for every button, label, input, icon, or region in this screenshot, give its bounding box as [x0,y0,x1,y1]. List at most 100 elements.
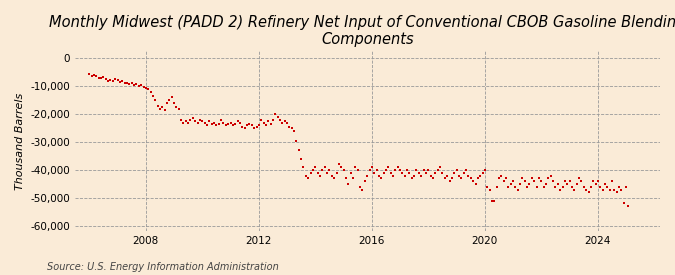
Point [373,173,384,178]
Point [310,165,321,169]
Point [432,168,443,172]
Point [416,173,427,178]
Point [472,176,483,181]
Point [555,187,566,192]
Point [259,120,269,125]
Point [404,170,415,175]
Point [501,176,512,181]
Point [176,117,186,122]
Point [552,182,563,186]
Point [329,176,340,181]
Point [246,123,257,128]
Point [369,170,379,175]
Point [340,176,351,181]
Point [147,94,158,98]
Point [550,185,561,189]
Point [213,122,224,126]
Point [138,85,149,89]
Point [352,168,363,172]
Point [265,122,276,126]
Point [599,182,610,186]
Point [225,120,236,125]
Point [435,165,446,169]
Point [261,123,271,128]
Point [275,117,286,122]
Point [134,84,144,89]
Point [387,173,398,178]
Point [529,179,540,183]
Point [402,168,412,172]
Point [621,185,632,189]
Point [470,182,481,186]
Point [376,176,387,181]
Point [114,80,125,84]
Point [602,185,613,189]
Point [190,119,200,123]
Point [142,87,153,91]
Point [395,168,406,172]
Point [580,187,591,192]
Point [140,86,151,90]
Point [590,182,601,186]
Point [101,77,111,81]
Point [477,170,488,175]
Point [406,176,417,181]
Point [169,101,180,105]
Point [324,168,335,172]
Point [578,185,589,189]
Point [524,182,535,186]
Point [510,185,520,189]
Point [585,185,596,189]
Point [171,105,182,109]
Title: Monthly Midwest (PADD 2) Refinery Net Input of Conventional CBOB Gasoline Blendi: Monthly Midwest (PADD 2) Refinery Net In… [49,15,675,47]
Point [253,123,264,128]
Point [520,179,531,183]
Point [597,187,608,192]
Point [390,168,401,172]
Point [456,176,467,181]
Point [400,173,410,178]
Point [522,185,533,189]
Point [248,126,259,130]
Point [343,182,354,186]
Point [446,176,457,181]
Point [381,168,392,172]
Point [237,125,248,129]
Point [479,168,490,172]
Point [103,78,113,83]
Point [112,78,123,82]
Point [574,176,585,181]
Point [607,179,618,183]
Point [88,72,99,77]
Point [107,79,118,83]
Point [296,157,306,161]
Point [279,119,290,123]
Point [124,82,135,86]
Point [612,190,622,194]
Point [183,120,194,125]
Point [331,170,342,175]
Point [98,75,109,79]
Point [454,173,464,178]
Point [291,139,302,143]
Point [110,77,121,81]
Point [392,165,403,169]
Point [350,165,361,169]
Point [270,112,281,116]
Point [173,106,184,111]
Point [117,79,128,83]
Point [216,117,227,122]
Point [319,165,330,169]
Point [96,76,107,80]
Point [207,122,217,126]
Point [357,187,368,192]
Point [548,179,559,183]
Point [131,82,142,86]
Point [411,168,422,172]
Point [256,117,267,122]
Point [86,73,97,78]
Point [155,106,165,111]
Point [272,115,283,119]
Point [305,170,316,175]
Point [484,187,495,192]
